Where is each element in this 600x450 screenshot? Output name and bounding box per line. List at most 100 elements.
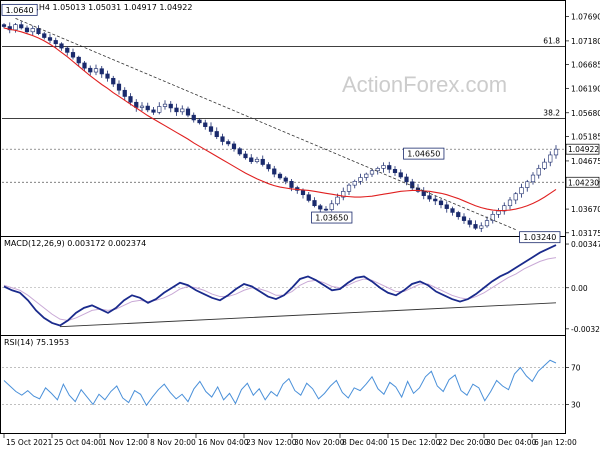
macd-layer [2, 244, 565, 328]
candle-body [13, 24, 18, 31]
candle-body [484, 220, 490, 227]
candle-body [519, 187, 524, 195]
candle-body [496, 210, 501, 215]
annotation-box [311, 211, 353, 224]
candle-body [197, 119, 202, 124]
x-tick-label: 8 Dec 04:00 [342, 438, 388, 447]
candle-body [312, 200, 317, 207]
candle-body [139, 105, 145, 108]
candle-body [479, 225, 484, 229]
candle-body [226, 141, 231, 145]
x-tick-label: 16 Nov 04:00 [198, 438, 249, 447]
watermark: ActionForex.com [342, 72, 507, 97]
candle-body [323, 208, 329, 211]
candle-body [111, 77, 116, 85]
candle-body [461, 216, 467, 221]
candle-body [151, 109, 156, 113]
candle-body [346, 184, 352, 192]
macd-header: MACD(12,26,9) 0.003172 0.002374 [4, 239, 146, 248]
candle-body [93, 68, 99, 73]
candle-body [467, 220, 472, 225]
rsi-layer [2, 359, 565, 407]
candle-body [70, 52, 76, 58]
price-tick-label: 1.05185 [571, 132, 600, 141]
current-price-tag: 1.04922 [568, 145, 599, 154]
x-tick-label: 25 Oct 04:00 [54, 438, 103, 447]
annotation-box [403, 147, 445, 160]
candle-body [116, 83, 122, 91]
candle-body [157, 106, 162, 113]
x-tick-label: 30 Nov 20:00 [294, 438, 345, 447]
rsi-tick-label: 30 [571, 400, 581, 409]
rsi-line [3, 359, 557, 407]
candle-body [88, 67, 93, 73]
candle-body [82, 62, 87, 69]
candle-body [42, 33, 47, 38]
candle-body [203, 122, 208, 127]
candle-body [105, 73, 110, 79]
candle-body [392, 169, 398, 173]
candle-body [473, 224, 478, 229]
candle-body [65, 47, 70, 53]
annotation-box [519, 231, 561, 244]
candle-body [277, 173, 283, 179]
candle-body [191, 114, 196, 121]
level-price-tag-box [565, 176, 600, 188]
fib-label: 61.8 [543, 37, 560, 46]
candle-body [410, 181, 415, 189]
candle-body [306, 194, 311, 201]
candle-body [456, 212, 461, 218]
macd-pane [0, 236, 566, 336]
price-header: EURCHF,H4 1.05013 1.05031 1.04917 1.0492… [4, 3, 192, 12]
candle-body [208, 126, 214, 132]
candle-body [254, 158, 260, 162]
macd-tick-label: 0.003479 [571, 240, 600, 249]
macd-tick-label: -0.003269 [571, 325, 600, 334]
candle-body [358, 177, 363, 182]
candle-body [1, 24, 7, 27]
price-tick-label: 1.06190 [571, 84, 600, 93]
price-tick-label: 1.03175 [571, 229, 600, 238]
annotation-label: 1.03650 [315, 214, 348, 223]
x-tick-label: 6 Jan 12:00 [534, 438, 577, 447]
price-tick-label: 1.04675 [571, 157, 600, 166]
candle-body [249, 157, 254, 162]
annotation-label: 1.03240 [523, 233, 556, 242]
candle-body [548, 154, 553, 163]
candle-body [53, 40, 58, 45]
candle-body [553, 148, 559, 156]
price-tick-label: 1.07690 [571, 12, 600, 21]
current-price-tag-box [565, 143, 600, 155]
candle-body [174, 107, 179, 113]
macd-signal-line [3, 257, 557, 321]
candle-body [185, 108, 191, 116]
candle-body [260, 158, 265, 165]
candle-body [180, 108, 185, 113]
level-price-tag: 1.04230 [568, 178, 599, 187]
candle-body [381, 165, 386, 169]
candle-body [329, 203, 334, 210]
candle-body [122, 89, 127, 97]
candle-body [398, 172, 403, 178]
rsi-header: RSI(14) 75.1953 [4, 338, 69, 347]
candle-body [231, 143, 237, 150]
candle-body [364, 173, 369, 178]
candle-body [47, 37, 53, 41]
candle-body [283, 177, 288, 182]
x-tick-label: 22 Dec 20:00 [438, 438, 489, 447]
candle-body [369, 170, 375, 175]
macd-line [3, 244, 557, 327]
candle-body [19, 24, 24, 29]
sma-line [3, 27, 557, 212]
candle-body [272, 168, 277, 175]
candle-body [289, 180, 294, 188]
candle-body [525, 181, 530, 188]
price-tick-label: 1.07180 [571, 37, 600, 46]
x-tick-label: 15 Oct 2021 [6, 438, 53, 447]
candle-body [300, 190, 306, 196]
axes-layer: 1.07690 1.07180 1.06685 1.06190 1.05680 1.051… [3, 12, 600, 447]
candle-body [335, 196, 340, 205]
annotation-label: 1.04650 [407, 150, 440, 159]
candle-body [536, 168, 541, 176]
